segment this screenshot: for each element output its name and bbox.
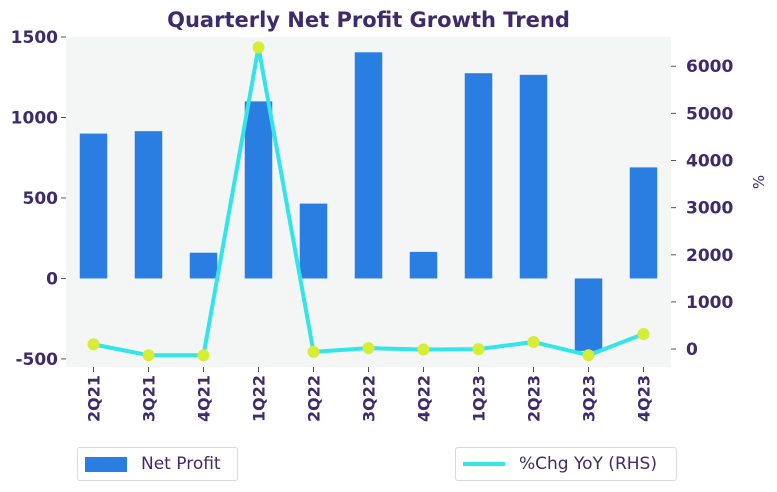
bar-4Q21	[189, 252, 218, 279]
bar-4Q22	[409, 251, 438, 279]
bar-3Q23	[574, 278, 603, 351]
chart-title: Quarterly Net Profit Growth Trend	[167, 8, 570, 32]
y-left-tick-label: 1500	[11, 28, 58, 48]
line-point-1Q23	[472, 343, 485, 356]
legend-bar-swatch	[85, 456, 127, 472]
bar-2Q21	[79, 133, 108, 279]
bar-1Q23	[464, 73, 493, 279]
x-tick-label: 4Q23	[635, 375, 654, 422]
y-right-tick-label: 0	[686, 340, 698, 360]
y-right-tick-label: 4000	[686, 152, 733, 172]
y-right-tick-label: 5000	[686, 104, 733, 124]
y-right-tick-label: 6000	[686, 57, 733, 77]
y-right-tick-label: 3000	[686, 199, 733, 219]
x-tick-label: 4Q21	[195, 375, 214, 422]
line-point-3Q22	[362, 342, 375, 355]
x-tick-label: 3Q23	[580, 375, 599, 422]
y-left-tick-label: 0	[46, 269, 58, 289]
y-right-axis-label: %	[750, 175, 768, 189]
chart: Quarterly Net Profit Growth Trend -500 0 50…	[11, 8, 768, 422]
y-right-tick-label: 1000	[686, 293, 733, 313]
x-tick-label: 3Q22	[360, 375, 379, 422]
y-left-tick-label: 500	[23, 189, 59, 209]
line-point-2Q22	[307, 345, 320, 358]
line-point-3Q23	[582, 349, 595, 362]
line-point-2Q23	[527, 336, 540, 349]
line-point-4Q22	[417, 343, 430, 356]
legend-net-profit-label: Net Profit	[141, 454, 221, 474]
x-tick-label: 2Q22	[305, 375, 324, 422]
line-point-4Q23	[637, 328, 650, 340]
x-tick-label: 2Q23	[525, 375, 544, 422]
line-point-3Q21	[142, 349, 155, 362]
x-tick-label: 1Q22	[250, 375, 269, 422]
bar-4Q23	[629, 167, 658, 279]
y-left-tick-label: 1000	[11, 108, 58, 128]
x-tick-label: 2Q21	[85, 375, 104, 422]
bar-3Q21	[134, 131, 163, 279]
y-right-tick-label: 2000	[686, 246, 733, 266]
bar-2Q22	[299, 203, 328, 279]
line-point-2Q21	[87, 338, 100, 351]
bar-3Q22	[354, 52, 383, 279]
x-tick-label: 3Q21	[140, 375, 159, 422]
legend-net-profit: Net Profit	[77, 447, 238, 481]
y-left-tick-label: -500	[15, 350, 58, 370]
line-point-1Q22	[252, 41, 265, 54]
line-point-4Q21	[197, 349, 210, 362]
legend-chg-yoy-label: %Chg YoY (RHS)	[519, 454, 657, 474]
x-tick-label: 4Q22	[415, 375, 434, 422]
bar-2Q23	[519, 74, 548, 279]
bar-1Q22	[244, 101, 273, 279]
x-tick-label: 1Q23	[470, 375, 489, 422]
legend-chg-yoy: %Chg YoY (RHS)	[455, 447, 677, 481]
legend-line-swatch	[463, 462, 505, 466]
